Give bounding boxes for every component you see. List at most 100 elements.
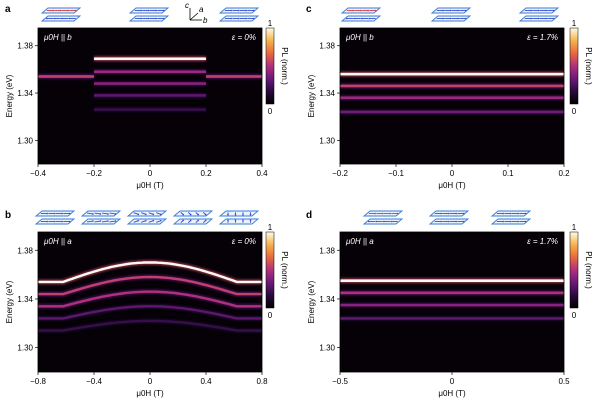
colorbar-min-label: 0: [268, 107, 273, 116]
pl-line: [206, 75, 262, 78]
colorbar: [569, 27, 579, 105]
y-tick-label: 1.34: [17, 89, 33, 98]
x-tick-label: −0.2: [332, 169, 348, 178]
x-tick-label: 0.2: [558, 169, 570, 178]
pl-curve: [38, 275, 262, 296]
colorbar-label: PL (norm.): [280, 251, 289, 289]
x-tick-label: −0.8: [30, 377, 46, 386]
y-tick-label: 1.38: [319, 42, 335, 51]
pl-line: [94, 82, 206, 85]
y-axis-label: Energy (eV): [307, 280, 316, 323]
panel-a: a −0.4 −0.2 0 0.2 0.4 1.38 1.34 1.30 μ0H (T) Energ…: [5, 4, 289, 190]
axis-c-label: c: [185, 1, 189, 10]
x-tick-label: −0.2: [86, 169, 102, 178]
crystal-axes-icon: c ab: [185, 1, 208, 25]
pl-line: [94, 70, 206, 74]
y-tick-label: 1.34: [17, 295, 33, 304]
spin-state-icon: [340, 7, 382, 22]
x-axis-label: μ0H (T): [438, 389, 466, 398]
pl-line: [340, 110, 564, 114]
colorbar: [265, 231, 275, 309]
colorbar: [569, 231, 579, 309]
colorbar-min-label: 0: [572, 107, 577, 116]
pl-line: [340, 303, 564, 307]
spin-state-icon: [80, 210, 122, 225]
pl-curve: [38, 305, 262, 320]
spin-state-icon: [218, 210, 260, 225]
x-tick-label: 0.4: [200, 377, 212, 386]
y-axis-label: Energy (eV): [5, 74, 14, 117]
panel-c: c −0.2 −0.1 0 0.1 0.2 1.38 1.34 1.30 μ0H (T) Energ…: [306, 4, 593, 190]
pl-line: [340, 96, 564, 100]
y-tick-label: 1.38: [17, 246, 33, 255]
y-tick-label: 1.34: [319, 89, 335, 98]
colorbar-max-label: 1: [572, 19, 577, 28]
x-tick-label: −0.5: [332, 377, 348, 386]
pl-curve: [38, 290, 262, 308]
spin-state-icon: [128, 7, 170, 22]
pl-curve: [38, 261, 262, 284]
field-direction-label: μ0H || a: [345, 237, 374, 246]
pl-line: [340, 72, 564, 76]
panel-letter: d: [306, 210, 312, 221]
spin-state-icon: [428, 210, 470, 225]
panel-letter: b: [5, 210, 11, 221]
pl-curve: [38, 319, 262, 332]
y-axis-label: Energy (eV): [5, 280, 14, 323]
y-tick-label: 1.30: [319, 136, 335, 145]
x-tick-label: 0.1: [502, 169, 514, 178]
colorbar-min-label: 0: [572, 311, 577, 320]
panel-d: d −0.5 0 0.5 1.38 1.34 1.30 μ0H (T) Energy (eV) μ…: [306, 210, 593, 398]
y-tick-label: 1.30: [17, 136, 33, 145]
panel-letter: c: [306, 4, 312, 15]
x-tick-label: 0.2: [200, 169, 212, 178]
x-axis-label: μ0H (T): [438, 181, 466, 190]
field-direction-label: μ0H || b: [43, 33, 72, 42]
pl-line: [340, 279, 564, 282]
strain-label: ε = 0%: [232, 237, 256, 246]
y-tick-label: 1.38: [17, 42, 33, 51]
spin-state-icon: [40, 7, 82, 22]
panel-letter: a: [5, 4, 11, 15]
axis-b-label: b: [203, 16, 208, 25]
spin-state-icon: [34, 210, 76, 225]
spin-state-icon: [362, 210, 404, 225]
x-tick-label: −0.4: [30, 169, 46, 178]
x-tick-label: 0.5: [558, 377, 570, 386]
field-direction-label: μ0H || a: [43, 237, 72, 246]
y-tick-label: 1.34: [319, 295, 335, 304]
axis-a-label: a: [199, 5, 204, 14]
colorbar-min-label: 0: [268, 311, 273, 320]
strain-label: ε = 0%: [232, 33, 256, 42]
field-direction-label: μ0H || b: [345, 33, 374, 42]
colorbar-label: PL (norm.): [280, 47, 289, 85]
panel-b: b −0.8 −0.4 0 0.4 0.8 1.38 1.34 1.30 μ0H (T) Energ…: [5, 210, 289, 398]
pl-line: [94, 108, 206, 111]
strain-label: ε = 1.7%: [527, 33, 558, 42]
x-axis-label: μ0H (T): [136, 181, 164, 190]
x-tick-label: 0: [450, 169, 455, 178]
spin-state-icon: [518, 7, 560, 22]
colorbar-max-label: 1: [268, 223, 273, 232]
y-tick-label: 1.30: [17, 344, 33, 353]
x-tick-label: −0.1: [388, 169, 404, 178]
x-tick-label: 0: [450, 377, 455, 386]
pl-line: [340, 317, 564, 320]
x-tick-label: 0: [148, 169, 153, 178]
x-tick-label: 0.8: [256, 377, 268, 386]
y-axis-label: Energy (eV): [307, 74, 316, 117]
spin-state-icon: [218, 7, 260, 22]
y-tick-label: 1.38: [319, 246, 335, 255]
x-tick-label: 0: [148, 377, 153, 386]
colorbar: [265, 27, 275, 105]
spin-state-icon: [490, 210, 532, 225]
spin-state-icon: [172, 210, 214, 225]
colorbar-label: PL (norm.): [584, 251, 593, 289]
spin-state-icon: [430, 7, 472, 22]
colorbar-label: PL (norm.): [584, 47, 593, 85]
colorbar-max-label: 1: [268, 19, 273, 28]
y-tick-label: 1.30: [319, 344, 335, 353]
strain-label: ε = 1.7%: [527, 237, 558, 246]
x-axis-label: μ0H (T): [136, 389, 164, 398]
